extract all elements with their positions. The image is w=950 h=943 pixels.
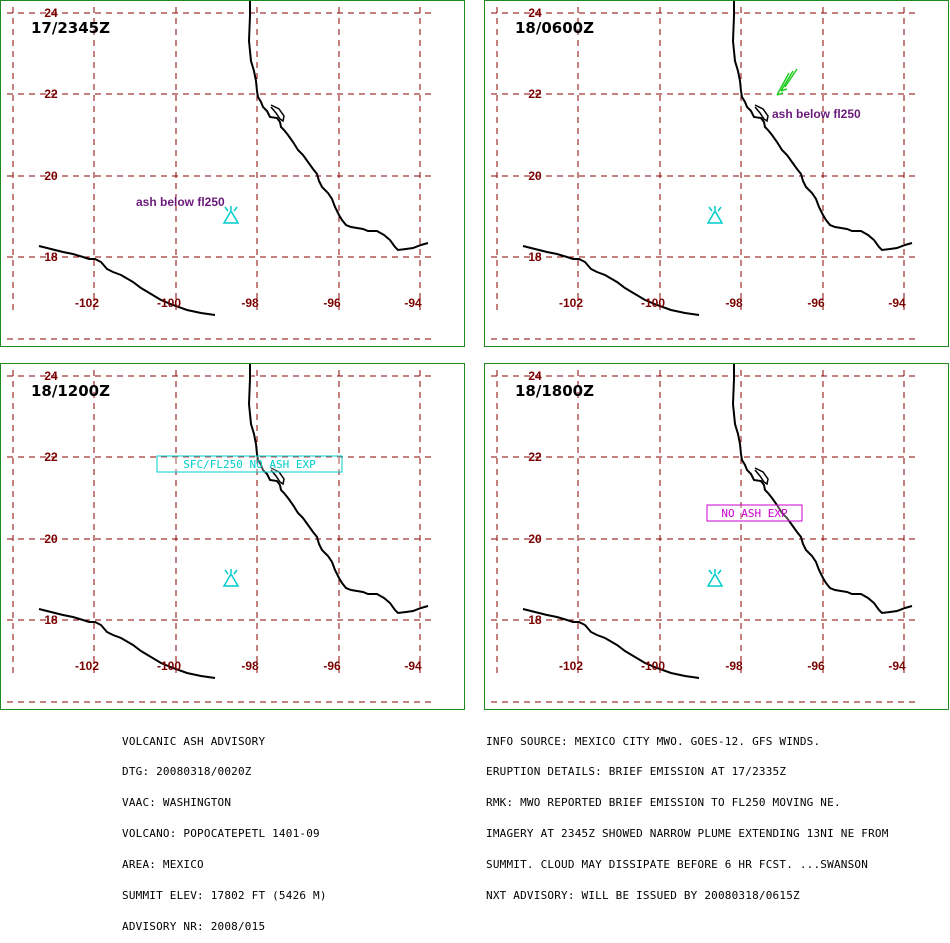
volcano-plume-marks (224, 569, 238, 575)
forecast-box-label: NO ASH EXP (721, 507, 788, 520)
volcano-plume-marks (708, 569, 722, 575)
longitude-tick-label: -102 (75, 296, 99, 310)
longitude-tick-label: -98 (725, 659, 743, 673)
longitude-tick-label: -96 (323, 296, 341, 310)
lat-lon-grid (7, 7, 431, 340)
map-svg: 24 22 20 18 -102 -100 -98 -96 -94 NO ASH EXP (491, 364, 915, 703)
map-panel-2: 24 22 20 18 -102 -100 -98 -96 -94 ash below fl250… (484, 0, 949, 347)
panel-time-label: 18/1800Z (515, 382, 594, 400)
volcano-triangle (706, 572, 724, 587)
longitude-tick-label: -96 (807, 296, 825, 310)
latitude-tick-label: 22 (44, 450, 58, 464)
longitude-tick-label: -94 (888, 659, 906, 673)
advisory-line: RMK: MWO REPORTED BRIEF EMISSION TO FL25… (486, 796, 841, 810)
longitude-tick-label: -94 (888, 296, 906, 310)
pacific-coastline (38, 245, 216, 316)
latitude-tick-label: 20 (44, 169, 58, 183)
volcano-plume-marks (708, 206, 722, 212)
volcano-triangle (222, 209, 240, 224)
volcano-icon (706, 569, 724, 587)
latitude-tick-label: 24 (44, 6, 58, 20)
map-svg: 24 22 20 18 -102 -100 -98 -96 -94 SFC/FL250 NO AS… (7, 364, 431, 703)
gulf-coastline (731, 364, 913, 615)
ash-label: ash below fl250 (772, 107, 861, 121)
latitude-tick-label: 18 (528, 613, 542, 627)
map-svg: 24 22 20 18 -102 -100 -98 -96 -94 ash below fl250 (7, 1, 431, 340)
advisory-line: DTG: 20080318/0020Z (122, 765, 252, 779)
wind-barb-lines (776, 68, 798, 96)
longitude-tick-label: -100 (157, 659, 181, 673)
panel-time-label: 17/2345Z (31, 19, 110, 37)
latitude-tick-label: 22 (44, 87, 58, 101)
longitude-tick-label: -102 (559, 659, 583, 673)
pacific-coastline (522, 245, 700, 316)
latitude-tick-label: 20 (44, 532, 58, 546)
volcano-icon (222, 569, 240, 587)
longitude-tick-label: -98 (725, 296, 743, 310)
advisory-remarks-block: INFO SOURCE: MEXICO CITY MWO. GOES-12. G… (486, 716, 889, 912)
forecast-box (156, 455, 343, 473)
forecast-box (706, 504, 803, 522)
lat-lon-grid (491, 370, 915, 703)
latitude-tick-label: 18 (44, 613, 58, 627)
advisory-line: SUMMIT. CLOUD MAY DISSIPATE BEFORE 6 HR … (486, 858, 869, 872)
volcano-triangle (706, 209, 724, 224)
volcano-icon (706, 206, 724, 224)
lagoon-outline (754, 104, 769, 123)
map-panel-4: 24 22 20 18 -102 -100 -98 -96 -94 NO ASH EXP 18/1… (484, 363, 949, 710)
longitude-tick-label: -100 (641, 659, 665, 673)
wind-barb-icon (776, 68, 798, 96)
advisory-line: AREA: MEXICO (122, 858, 204, 872)
advisory-line: VOLCANO: POPOCATEPETL 1401-09 (122, 827, 320, 841)
ash-label: ash below fl250 (136, 195, 225, 209)
volcano-icon (222, 206, 240, 224)
map-svg: 24 22 20 18 -102 -100 -98 -96 -94 ash below fl250 (491, 1, 915, 340)
advisory-line: ERUPTION DETAILS: BRIEF EMISSION AT 17/2… (486, 765, 787, 779)
latitude-tick-label: 20 (528, 532, 542, 546)
latitude-tick-label: 18 (528, 250, 542, 264)
lat-lon-grid (491, 7, 915, 340)
advisory-line: VAAC: WASHINGTON (122, 796, 232, 810)
panel-time-label: 18/1200Z (31, 382, 110, 400)
gulf-coastline (247, 364, 429, 615)
lagoon-outline (754, 467, 769, 486)
longitude-tick-label: -96 (807, 659, 825, 673)
volcano-plume-marks (224, 206, 238, 212)
latitude-tick-label: 24 (528, 6, 542, 20)
longitude-tick-label: -98 (241, 296, 259, 310)
pacific-coastline (522, 608, 700, 679)
volcano-triangle (222, 572, 240, 587)
advisory-header-block: VOLCANIC ASH ADVISORY DTG: 20080318/0020… (122, 716, 327, 943)
forecast-box-label: SFC/FL250 NO ASH EXP (183, 458, 316, 471)
latitude-tick-label: 24 (528, 369, 542, 383)
map-panel-1: 24 22 20 18 -102 -100 -98 -96 -94 ash below fl250… (0, 0, 465, 347)
longitude-tick-label: -96 (323, 659, 341, 673)
map-panel-3: 24 22 20 18 -102 -100 -98 -96 -94 SFC/FL250 NO AS… (0, 363, 465, 710)
latitude-tick-label: 22 (528, 450, 542, 464)
longitude-tick-label: -98 (241, 659, 259, 673)
longitude-tick-label: -100 (641, 296, 665, 310)
panel-time-label: 18/0600Z (515, 19, 594, 37)
advisory-line: IMAGERY AT 2345Z SHOWED NARROW PLUME EXT… (486, 827, 889, 841)
lat-lon-grid (7, 370, 431, 703)
gulf-coastline (731, 1, 913, 252)
longitude-tick-label: -94 (404, 659, 422, 673)
lagoon-outline (270, 104, 285, 123)
longitude-tick-label: -102 (75, 659, 99, 673)
advisory-line: INFO SOURCE: MEXICO CITY MWO. GOES-12. G… (486, 734, 821, 748)
latitude-tick-label: 20 (528, 169, 542, 183)
longitude-tick-label: -100 (157, 296, 181, 310)
pacific-coastline (38, 608, 216, 679)
advisory-line: SUMMIT ELEV: 17802 FT (5426 M) (122, 889, 327, 903)
advisory-line: VOLCANIC ASH ADVISORY (122, 734, 266, 748)
longitude-tick-label: -102 (559, 296, 583, 310)
advisory-line: NXT ADVISORY: WILL BE ISSUED BY 20080318… (486, 889, 800, 903)
latitude-tick-label: 18 (44, 250, 58, 264)
latitude-tick-label: 24 (44, 369, 58, 383)
gulf-coastline (247, 1, 429, 252)
longitude-tick-label: -94 (404, 296, 422, 310)
latitude-tick-label: 22 (528, 87, 542, 101)
advisory-line: ADVISORY NR: 2008/015 (122, 919, 266, 933)
